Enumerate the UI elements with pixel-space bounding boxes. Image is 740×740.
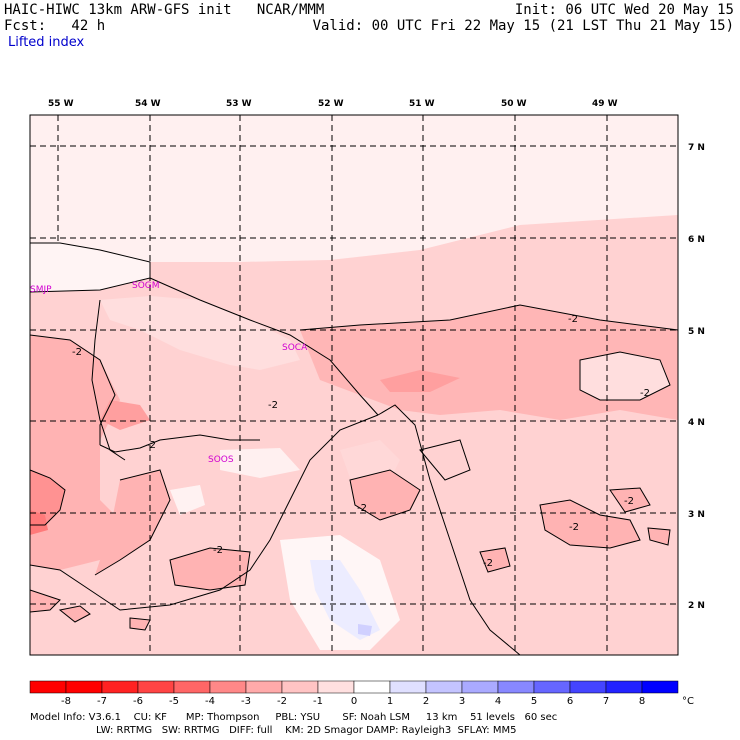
colorbar-tick: 0: [351, 696, 357, 707]
colorbar-swatch: [173, 680, 211, 694]
contour-label: -2: [268, 400, 278, 411]
latitude-labels: 7 N 6 N 5 N 4 N 3 N 2 N: [688, 143, 705, 611]
colorbar-tick: 3: [459, 696, 465, 707]
colorbar-swatch: [389, 680, 427, 694]
lat-label: 4 N: [688, 418, 705, 428]
colorbar-swatch: [605, 680, 643, 694]
colorbar-swatch: [317, 680, 355, 694]
colorbar-unit: °C: [682, 696, 694, 707]
valid-time: Valid: 00 UTC Fri 22 May 15 (21 LST Thu …: [312, 18, 734, 34]
coastlines-borders: [29, 242, 521, 656]
colorbar: -8 -7 -6 -5 -4 -3 -2 -1 0 1 2 3 4 5 6 7 8 °C: [29, 680, 694, 707]
contour-label: -2: [213, 545, 223, 556]
colorbar-swatch: [29, 680, 67, 694]
colorbar-tick: -1: [313, 696, 323, 707]
colorbar-tick: -7: [97, 696, 107, 707]
colorbar-swatch: [533, 680, 571, 694]
colorbar-tick: 6: [567, 696, 573, 707]
colorbar-tick: -8: [61, 696, 71, 707]
colorbar-tick: 7: [603, 696, 609, 707]
colorbar-swatch: [137, 680, 175, 694]
station-label: SOCA: [282, 343, 308, 353]
field-name: Lifted index: [8, 35, 85, 50]
contour-label: -2: [146, 440, 156, 451]
lon-label: 53 W: [226, 99, 252, 109]
colorbar-swatch: [569, 680, 607, 694]
lat-label: 6 N: [688, 235, 705, 245]
colorbar-swatch: [245, 680, 283, 694]
colorbar-tick: 1: [387, 696, 393, 707]
lon-label: 49 W: [592, 99, 618, 109]
contour-label: -2: [624, 496, 634, 507]
forecast-hour: Fcst: 42 h: [4, 18, 106, 34]
colorbar-swatch: [101, 680, 139, 694]
colorbar-tick: -5: [169, 696, 179, 707]
colorbar-tick: 5: [531, 696, 537, 707]
colorbar-swatch: [353, 680, 391, 694]
lon-label: 50 W: [501, 99, 527, 109]
init-time: Init: 06 UTC Wed 20 May 15: [514, 2, 734, 18]
contour-label: -2: [568, 314, 578, 325]
contour-label: -2: [483, 558, 493, 569]
colorbar-tick: 8: [639, 696, 645, 707]
contour-label: -2: [72, 347, 82, 358]
station-label: SOGM: [132, 281, 160, 291]
colorbar-tick: 4: [495, 696, 501, 707]
lat-label: 7 N: [688, 143, 705, 153]
contour-labels: -2 -2 -2 -2 -2 -2 -2 -2 -2 -2: [72, 314, 650, 569]
model-title: HAIC-HIWC 13km ARW-GFS init NCAR/MMM: [4, 2, 325, 18]
contour-label: -2: [640, 388, 650, 399]
map-frame: [29, 114, 679, 656]
lon-label: 52 W: [318, 99, 344, 109]
lat-lon-grid: [30, 115, 678, 655]
colorbar-swatch: [425, 680, 463, 694]
colorbar-swatch: [461, 680, 499, 694]
lon-label: 55 W: [48, 99, 74, 109]
colorbar-swatch: [497, 680, 535, 694]
colorbar-swatch: [65, 680, 103, 694]
lon-label: 51 W: [409, 99, 435, 109]
model-info-line1: Model Info: V3.6.1 CU: KF MP: Thompson P…: [30, 712, 558, 723]
station-label: SOOS: [208, 455, 234, 465]
colorbar-swatch: [281, 680, 319, 694]
colorbar-tick: -6: [133, 696, 143, 707]
lat-label: 2 N: [688, 601, 705, 611]
lat-label: 5 N: [688, 327, 705, 337]
station-label: SMJP: [30, 285, 52, 295]
shaded-field: [30, 115, 678, 655]
lon-label: 54 W: [135, 99, 161, 109]
stations: SMJP SOGM SOCA SOOS: [30, 281, 308, 465]
colorbar-swatch: [209, 680, 247, 694]
colorbar-tick: -3: [241, 696, 251, 707]
longitude-labels: 55 W 54 W 53 W 52 W 51 W 50 W 49 W: [48, 99, 618, 109]
colorbar-tick: -2: [277, 696, 287, 707]
model-info-line2: LW: RRTMG SW: RRTMG DIFF: full KM: 2D Sm…: [96, 725, 517, 736]
colorbar-tick: -4: [205, 696, 215, 707]
colorbar-tick: 2: [423, 696, 429, 707]
contour-label: -2: [357, 503, 367, 514]
lat-label: 3 N: [688, 510, 705, 520]
contour-label: -2: [569, 522, 579, 533]
contour-lines: [29, 304, 679, 631]
colorbar-swatch: [641, 680, 679, 694]
